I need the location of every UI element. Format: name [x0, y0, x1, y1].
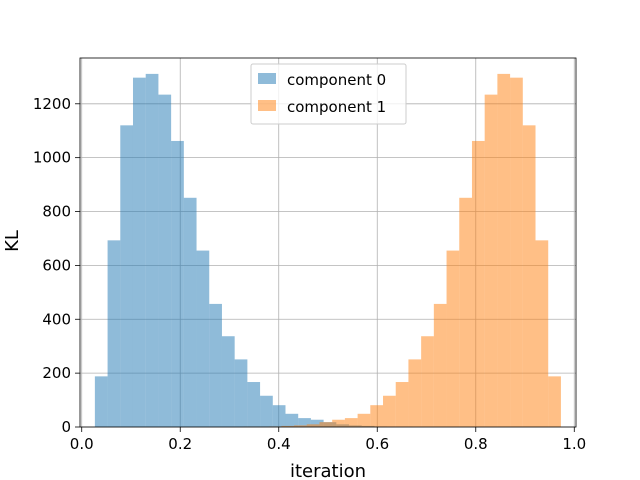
x-axis-label: iteration	[290, 461, 366, 480]
histogram-bar	[446, 250, 460, 427]
histogram-bar	[319, 422, 333, 427]
legend-swatch-component-1	[258, 100, 276, 111]
histogram-bar	[94, 376, 108, 427]
histogram-bar	[471, 140, 485, 428]
histogram-bar	[535, 240, 549, 427]
histogram-bar	[285, 413, 299, 427]
histogram-bar	[357, 413, 371, 427]
legend: component 0 component 1	[250, 63, 407, 125]
y-tick-label: 1200	[33, 95, 71, 113]
legend-swatch-component-0	[258, 73, 276, 84]
histogram-bar	[260, 395, 273, 427]
histogram-bar	[107, 240, 121, 427]
histogram-bar	[247, 382, 261, 427]
x-tick-label: 0.0	[70, 435, 94, 453]
legend-label-component-1: component 1	[287, 98, 386, 116]
y-axis-label: KL	[2, 230, 23, 252]
histogram-bar	[183, 197, 197, 427]
histogram-bar	[298, 418, 311, 427]
x-tick-label: 0.2	[168, 435, 192, 453]
histogram-bar	[272, 405, 286, 427]
histogram-bar	[484, 94, 498, 428]
x-tick-label: 0.8	[464, 435, 488, 453]
x-tick-label: 0.4	[267, 435, 291, 453]
y-tick-label: 400	[42, 310, 71, 328]
x-tick-label: 1.0	[562, 435, 586, 453]
histogram-bar	[294, 425, 307, 427]
histogram-bar	[344, 418, 358, 427]
histogram-bar	[459, 197, 472, 427]
histogram-bar	[158, 94, 172, 428]
histogram-bar	[171, 140, 184, 428]
histogram-bar	[221, 336, 235, 427]
histogram-bar	[145, 73, 159, 428]
histogram-bar	[408, 359, 422, 427]
histogram-bar	[522, 125, 536, 428]
series-component-0	[94, 73, 413, 428]
histogram-bar	[209, 303, 222, 427]
histogram-bar	[281, 425, 295, 427]
histogram-bar	[234, 359, 248, 427]
histogram-bar	[196, 250, 210, 427]
y-tick-label: 0	[61, 418, 71, 436]
histogram-bar	[395, 382, 409, 427]
histogram-bars	[94, 73, 561, 428]
axes-frame	[79, 57, 577, 428]
histogram-bar	[332, 419, 345, 427]
plot-frame	[79, 57, 577, 428]
legend-box	[250, 63, 407, 125]
y-tick-label: 200	[42, 364, 71, 382]
histogram-bar	[310, 419, 324, 427]
histogram-bar	[497, 73, 511, 428]
y-tick-label: 600	[42, 256, 71, 274]
x-axis-ticks: 0.0 0.2 0.4 0.6 0.8 1.0	[70, 427, 586, 453]
histogram-bar	[132, 77, 146, 427]
y-axis-ticks: 0 200 400 600 800 1000 1200	[33, 95, 80, 436]
x-tick-label: 0.6	[365, 435, 389, 453]
histogram-bar	[421, 336, 434, 427]
histogram-bar	[370, 405, 384, 427]
histogram-bar	[433, 303, 447, 427]
histogram-bar	[306, 424, 320, 427]
histogram-bar	[383, 395, 396, 427]
histogram-bar	[120, 125, 133, 428]
histogram-bar	[548, 376, 561, 427]
histogram-bar	[510, 77, 523, 427]
legend-label-component-0: component 0	[287, 71, 386, 89]
y-tick-label: 1000	[33, 149, 71, 167]
series-component-1	[243, 73, 561, 428]
y-tick-label: 800	[42, 203, 71, 221]
